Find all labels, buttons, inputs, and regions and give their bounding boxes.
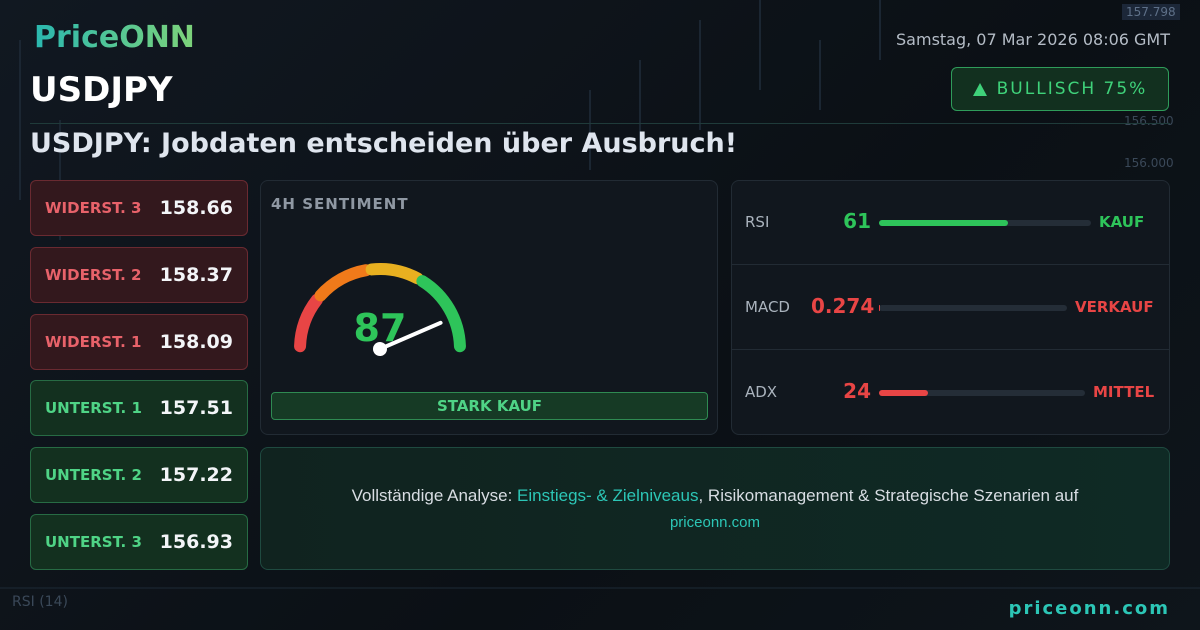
symbol: USDJPY bbox=[30, 70, 173, 110]
up-icon bbox=[972, 82, 987, 96]
gauge: 87 bbox=[294, 263, 466, 356]
level-box: UNTERST. 1 157.51 bbox=[30, 380, 248, 437]
axis-label: 156.000 bbox=[1124, 156, 1174, 170]
date: Samstag, 07 Mar 2026 08:06 GMT bbox=[896, 30, 1170, 49]
level-label: UNTERST. 1 bbox=[45, 399, 142, 418]
indicator-value: 24 bbox=[843, 379, 871, 403]
indicator-row: ADX 24 MITTEL bbox=[731, 350, 1170, 435]
headline: USDJPY: Jobdaten entscheiden über Ausbru… bbox=[30, 128, 738, 159]
level-value: 158.09 bbox=[159, 330, 233, 353]
gauge-arc bbox=[365, 263, 424, 285]
price-tag: 157.798 bbox=[1122, 4, 1180, 20]
cta-highlight: Einstiegs- & Zielniveaus bbox=[517, 486, 699, 505]
indicator-signal: MITTEL bbox=[1093, 383, 1155, 401]
indicator-track bbox=[879, 390, 1085, 396]
needle-hub bbox=[373, 342, 387, 356]
logo: PriceONN bbox=[34, 20, 195, 55]
indicator-bar bbox=[879, 305, 880, 311]
gauge-arc bbox=[416, 275, 466, 353]
sentiment-signal: STARK KAUF bbox=[271, 392, 708, 420]
level-box: UNTERST. 3 156.93 bbox=[30, 514, 248, 570]
level-box: WIDERST. 3 158.66 bbox=[30, 180, 248, 236]
cta-link[interactable]: priceonn.com bbox=[669, 514, 761, 531]
gauge-needle bbox=[378, 320, 443, 351]
level-box: WIDERST. 2 158.37 bbox=[30, 246, 248, 303]
pane-label: RSI (14) bbox=[12, 594, 68, 610]
level-label: WIDERST. 1 bbox=[45, 332, 142, 351]
cta-rest: , Risikomanagement & Strategische Szenar… bbox=[698, 486, 1079, 505]
level-value: 158.37 bbox=[159, 263, 233, 286]
indicator-row: RSI 61 KAUF bbox=[731, 180, 1170, 265]
indicator-row: MACD 0.274 VERKAUF bbox=[731, 265, 1170, 350]
gauge-arc bbox=[314, 264, 373, 302]
indicator-track bbox=[879, 220, 1091, 226]
level-box: UNTERST. 2 157.22 bbox=[30, 447, 248, 504]
indicator-track bbox=[879, 305, 1067, 311]
indicator-signal: VERKAUF bbox=[1075, 298, 1154, 316]
level-value: 157.51 bbox=[159, 397, 233, 420]
indicator-bar bbox=[879, 220, 1009, 226]
level-label: UNTERST. 2 bbox=[45, 466, 142, 485]
level-value: 157.22 bbox=[159, 464, 233, 487]
gauge-arc bbox=[294, 293, 323, 353]
indicator-value: 0.274 bbox=[811, 294, 875, 318]
cta-lead: Vollständige Analyse: bbox=[351, 486, 513, 505]
indicator-signal: KAUF bbox=[1099, 213, 1145, 231]
level-value: 158.66 bbox=[159, 197, 233, 219]
level-value: 156.93 bbox=[159, 531, 233, 553]
indicator-value: 61 bbox=[843, 209, 871, 233]
trend-badge: BULLISCH 75% bbox=[951, 67, 1169, 111]
sentiment-title: 4H SENTIMENT bbox=[271, 195, 409, 213]
indicator-name: MACD bbox=[745, 298, 790, 316]
footer-site[interactable]: priceonn.com bbox=[1008, 598, 1170, 619]
indicator-name: ADX bbox=[745, 383, 778, 401]
badge-text: BULLISCH 75% bbox=[996, 79, 1148, 99]
level-box: WIDERST. 1 158.09 bbox=[30, 313, 248, 370]
level-label: WIDERST. 2 bbox=[45, 265, 142, 284]
divider bbox=[30, 123, 1170, 124]
axis-label: 156.500 bbox=[1124, 114, 1174, 128]
cta-panel: Vollständige Analyse: Einstiegs- & Zieln… bbox=[260, 447, 1170, 570]
indicator-name: RSI bbox=[745, 213, 770, 231]
indicator-bar bbox=[879, 390, 929, 396]
level-label: WIDERST. 3 bbox=[45, 199, 142, 217]
level-label: UNTERST. 3 bbox=[45, 533, 142, 551]
